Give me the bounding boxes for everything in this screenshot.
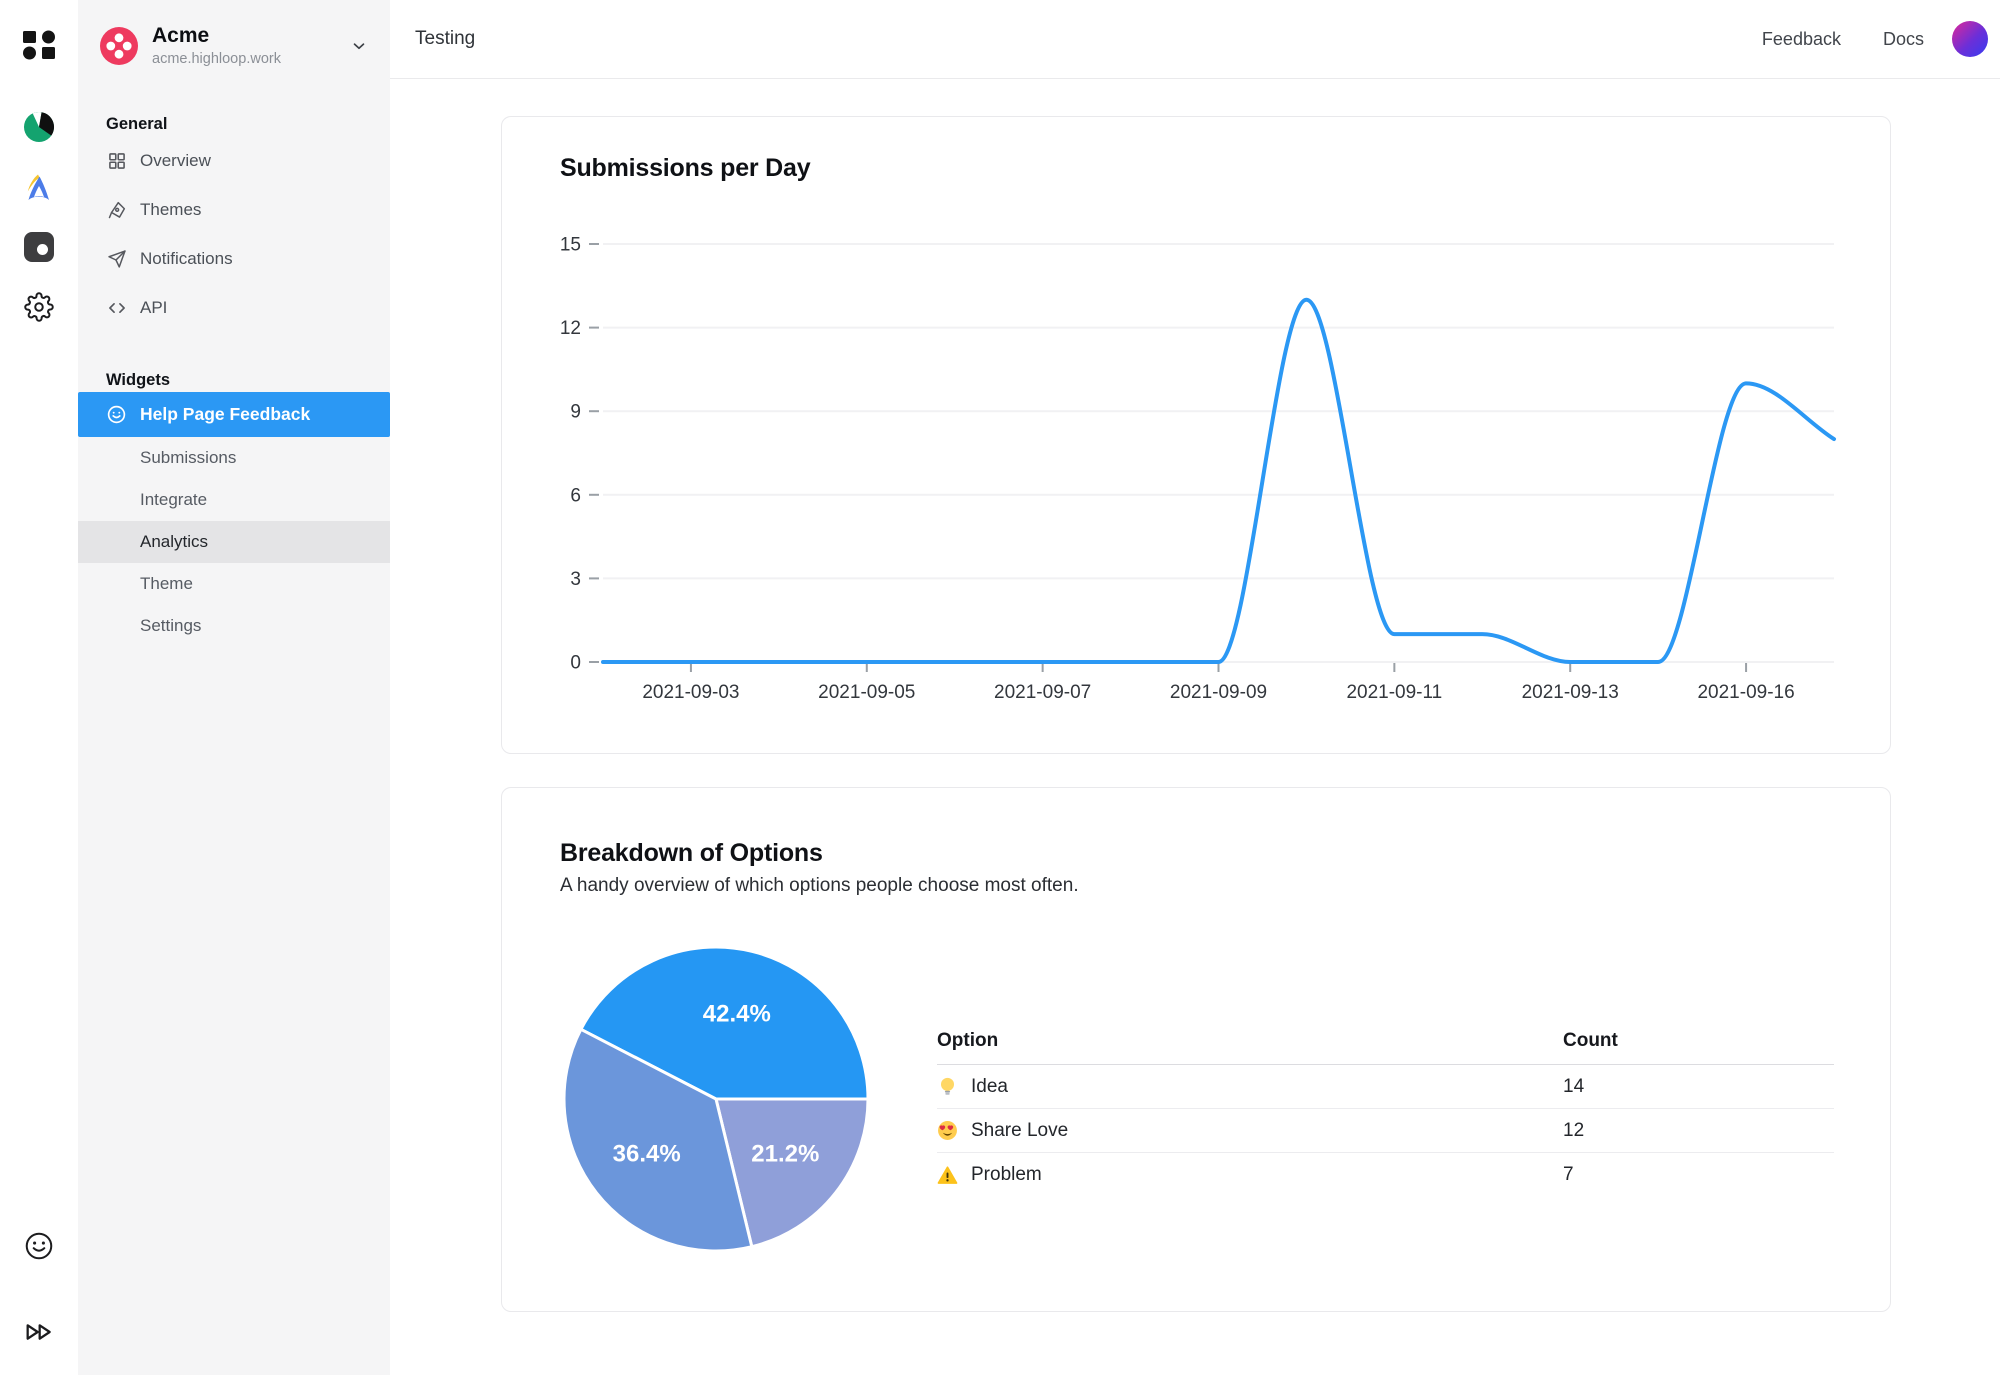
submissions-per-day-card: Submissions per Day 0 3 6 9 12 15 2021-09-03 20…	[501, 116, 1891, 754]
option-count: 7	[1563, 1164, 1574, 1185]
smiley-icon	[106, 404, 127, 425]
svg-text:2021-09-11: 2021-09-11	[1346, 682, 1442, 703]
docs-link[interactable]: Docs	[1882, 28, 1924, 49]
svg-text:6: 6	[570, 485, 581, 506]
card-title: Submissions per Day	[560, 154, 811, 182]
arrow-app-icon[interactable]	[22, 170, 56, 204]
sidebar-item-notifications[interactable]: Notifications	[78, 234, 390, 283]
breakdown-of-options-card: Breakdown of Options A handy overview of…	[501, 787, 1891, 1312]
workspace-domain: acme.highloop.work	[152, 51, 281, 67]
svg-text:12: 12	[560, 318, 581, 339]
main-content: Submissions per Day 0 3 6 9 12 15 2021-09-03 20…	[390, 79, 2000, 1375]
section-title-general: General	[106, 115, 168, 133]
sidebar-item-label: Help Page Feedback	[140, 404, 311, 424]
svg-text:15: 15	[560, 235, 581, 256]
options-pie-chart: 42.4% 21.2% 36.4%	[562, 945, 870, 1253]
chevron-down-icon[interactable]	[350, 37, 368, 55]
breadcrumb: Testing	[415, 28, 476, 49]
sidebar-subitem-analytics[interactable]: Analytics	[78, 521, 390, 563]
heart-eyes-emoji-icon	[938, 1121, 957, 1140]
sidebar-subitem-integrate[interactable]: Integrate	[140, 490, 208, 509]
column-header-option: Option	[937, 1030, 999, 1051]
fast-forward-icon[interactable]	[22, 1315, 56, 1349]
svg-text:36.4%: 36.4%	[613, 1140, 681, 1167]
column-header-count: Count	[1563, 1030, 1618, 1051]
section-title-widgets: Widgets	[106, 371, 171, 389]
options-table: Option Count Idea 14	[937, 1018, 1834, 1197]
svg-text:21.2%: 21.2%	[751, 1140, 819, 1167]
sidebar-item-label: Notifications	[140, 248, 233, 268]
submissions-line-chart: 0 3 6 9 12 15 2021-09-03 2021-09-05 2021-09-07 20…	[560, 235, 1836, 703]
option-count: 14	[1563, 1075, 1585, 1097]
code-icon	[106, 297, 127, 318]
table-row: Problem 7	[937, 1153, 1834, 1197]
sidebar-item-themes[interactable]: Themes	[78, 185, 390, 234]
card-subtitle: A handy overview of which options people…	[560, 875, 1079, 896]
paper-plane-icon	[106, 248, 127, 269]
sidebar-item-help-page-feedback[interactable]: Help Page Feedback	[78, 392, 390, 437]
green-pie-app-icon[interactable]	[22, 110, 56, 144]
svg-text:2021-09-05: 2021-09-05	[818, 682, 915, 703]
table-header-row: Option Count	[937, 1018, 1834, 1065]
workspace-grid-logo-icon[interactable]	[22, 28, 56, 62]
option-label: Idea	[971, 1075, 1008, 1097]
dark-square-app-icon[interactable]	[22, 230, 56, 264]
svg-text:42.4%: 42.4%	[703, 1000, 771, 1027]
topbar: Testing Feedback Docs	[390, 0, 2000, 79]
grid-icon	[106, 150, 127, 171]
sidebar-item-overview[interactable]: Overview	[78, 136, 390, 185]
feedback-link[interactable]: Feedback	[1761, 28, 1841, 49]
sidebar-item-label: Overview	[140, 150, 211, 170]
svg-text:9: 9	[570, 402, 581, 423]
sidebar-item-label: Themes	[140, 199, 202, 219]
app-rail	[0, 0, 78, 1375]
option-count: 12	[1563, 1119, 1585, 1141]
svg-text:2021-09-16: 2021-09-16	[1697, 682, 1794, 703]
svg-text:0: 0	[570, 653, 581, 674]
table-row: Share Love 12	[937, 1109, 1834, 1153]
sidebar-subitem-theme[interactable]: Theme	[140, 574, 193, 593]
user-avatar[interactable]	[1952, 21, 1988, 57]
sidebar-item-label: API	[140, 297, 168, 317]
lightbulb-emoji-icon	[940, 1077, 955, 1095]
pen-nib-icon	[106, 199, 127, 220]
card-title: Breakdown of Options	[560, 839, 823, 867]
sidebar-item-api[interactable]: API	[78, 283, 390, 332]
workspace-avatar	[100, 27, 138, 65]
svg-text:3: 3	[570, 569, 581, 590]
option-label: Problem	[971, 1164, 1042, 1185]
svg-text:2021-09-09: 2021-09-09	[1170, 682, 1267, 703]
workspace-name: Acme	[152, 24, 210, 47]
svg-text:2021-09-13: 2021-09-13	[1522, 682, 1619, 703]
smiley-icon[interactable]	[22, 1229, 56, 1263]
svg-text:2021-09-03: 2021-09-03	[642, 682, 739, 703]
warning-emoji-icon	[937, 1165, 958, 1184]
option-label: Share Love	[971, 1119, 1069, 1141]
sidebar-subitem-settings[interactable]: Settings	[140, 616, 202, 635]
table-row: Idea 14	[937, 1065, 1834, 1109]
sidebar-subitem-submissions[interactable]: Submissions	[140, 448, 237, 467]
settings-gear-icon[interactable]	[22, 290, 56, 324]
workspace-switcher[interactable]: Acme acme.highloop.work	[78, 0, 390, 86]
sidebar: Acme acme.highloop.work General Overview	[78, 0, 390, 1375]
svg-text:2021-09-07: 2021-09-07	[994, 682, 1091, 703]
